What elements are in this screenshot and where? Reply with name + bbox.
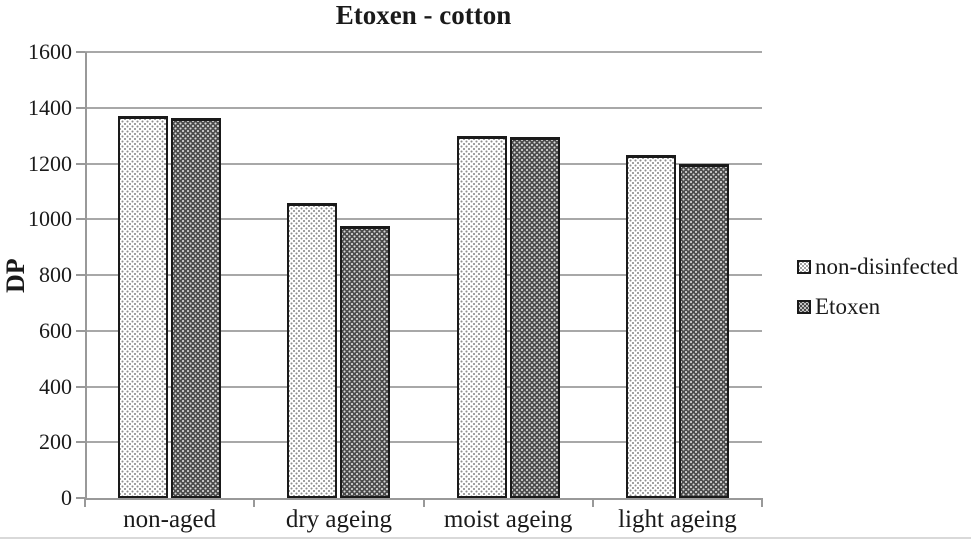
x-category-label-moist-ageing: moist ageing bbox=[443, 506, 573, 533]
y-tick-600 bbox=[76, 329, 85, 332]
y-tick-1200 bbox=[76, 162, 85, 165]
legend-entry-etoxen: Etoxen bbox=[797, 294, 958, 320]
y-tick-1000 bbox=[76, 218, 85, 221]
y-tick-800 bbox=[76, 274, 85, 276]
bar-non-disinfected-non-aged bbox=[118, 116, 169, 498]
chart-title: Etoxen - cotton bbox=[335, 0, 512, 30]
y-tick-1400 bbox=[76, 106, 85, 109]
y-tick-label-400: 400 bbox=[39, 373, 72, 399]
legend-swatch-non-disinfected bbox=[797, 260, 811, 274]
gridline-1000 bbox=[85, 218, 762, 221]
y-tick-1600 bbox=[76, 51, 85, 53]
legend-swatch-etoxen bbox=[797, 300, 811, 314]
legend: non-disinfected Etoxen bbox=[797, 254, 958, 320]
bar-etoxen-non-aged bbox=[171, 117, 222, 498]
gridline-1400 bbox=[85, 106, 762, 109]
bar-etoxen-dry-ageing bbox=[340, 226, 391, 498]
y-tick-label-1400: 1400 bbox=[28, 94, 72, 120]
y-tick-label-800: 800 bbox=[39, 262, 72, 287]
y-tick-label-1200: 1200 bbox=[28, 150, 72, 176]
gridline-1600 bbox=[85, 51, 762, 53]
gridline-1200 bbox=[85, 162, 762, 165]
legend-label-etoxen: Etoxen bbox=[815, 294, 881, 319]
y-tick-label-600: 600 bbox=[39, 317, 72, 343]
x-tick-0 bbox=[84, 498, 86, 507]
gridline-200 bbox=[85, 441, 762, 444]
y-tick-label-1600: 1600 bbox=[28, 39, 72, 64]
x-category-label-light-ageing: light ageing bbox=[618, 506, 737, 533]
gridline-800 bbox=[85, 274, 762, 276]
bar-non-disinfected-light-ageing bbox=[625, 155, 676, 498]
x-tick-1 bbox=[253, 498, 256, 507]
y-tick-label-1000: 1000 bbox=[28, 206, 72, 232]
y-tick-label-200: 200 bbox=[39, 429, 72, 455]
x-tick-2 bbox=[422, 498, 425, 507]
bar-non-disinfected-moist-ageing bbox=[456, 135, 507, 498]
legend-entry-non-disinfected: non-disinfected bbox=[797, 254, 958, 280]
x-tick-3 bbox=[591, 498, 594, 507]
bar-etoxen-light-ageing bbox=[678, 163, 729, 498]
y-axis-line bbox=[85, 52, 87, 498]
gridline-600 bbox=[85, 329, 762, 332]
x-category-label-non-aged: non-aged bbox=[123, 506, 217, 533]
y-tick-0 bbox=[76, 497, 85, 499]
figure-bottom-border bbox=[0, 537, 971, 539]
x-tick-4 bbox=[761, 498, 763, 507]
bar-non-disinfected-dry-ageing bbox=[287, 202, 338, 498]
bar-etoxen-moist-ageing bbox=[509, 137, 560, 498]
y-tick-label-0: 0 bbox=[61, 485, 72, 510]
y-tick-200 bbox=[76, 441, 85, 444]
y-tick-400 bbox=[76, 385, 85, 388]
legend-label-non-disinfected: non-disinfected bbox=[815, 254, 959, 279]
x-axis-line bbox=[85, 498, 762, 500]
gridline-400 bbox=[85, 385, 762, 388]
plot-area bbox=[85, 51, 762, 500]
x-category-label-dry-ageing: dry ageing bbox=[285, 506, 393, 533]
